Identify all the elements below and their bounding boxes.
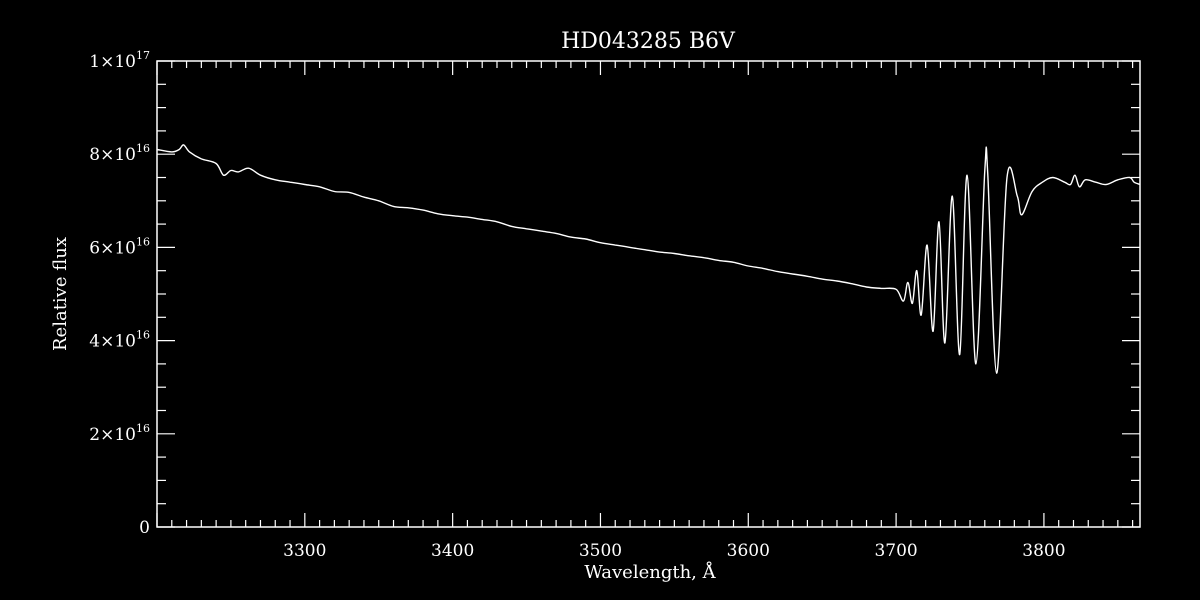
chart-title: HD043285 B6V <box>561 29 736 54</box>
x-tick-label: 3800 <box>1022 541 1065 561</box>
spectrum-line <box>156 144 1141 374</box>
y-tick-label: 4×1016 <box>89 329 150 352</box>
x-tick-label: 3700 <box>874 541 917 561</box>
y-tick-label: 0 <box>139 518 150 538</box>
y-tick-label: 6×1016 <box>89 235 150 258</box>
x-tick-label: 3300 <box>283 541 326 561</box>
y-tick-label: 2×1016 <box>89 422 150 445</box>
x-axis-label: Wavelength, Å <box>584 561 716 583</box>
y-axis-label: Relative flux <box>50 237 71 351</box>
axis-tick-labels: 3300 3400 3500 3600 3700 3800 0 2×1016 4×1016 6×1… <box>89 49 1065 561</box>
x-tick-label: 3600 <box>727 541 770 561</box>
axis-ticks <box>156 60 1140 528</box>
y-tick-label: 8×1016 <box>89 142 150 165</box>
x-tick-label: 3400 <box>431 541 474 561</box>
x-tick-label: 3500 <box>579 541 622 561</box>
y-tick-label: 1×1017 <box>89 49 150 72</box>
